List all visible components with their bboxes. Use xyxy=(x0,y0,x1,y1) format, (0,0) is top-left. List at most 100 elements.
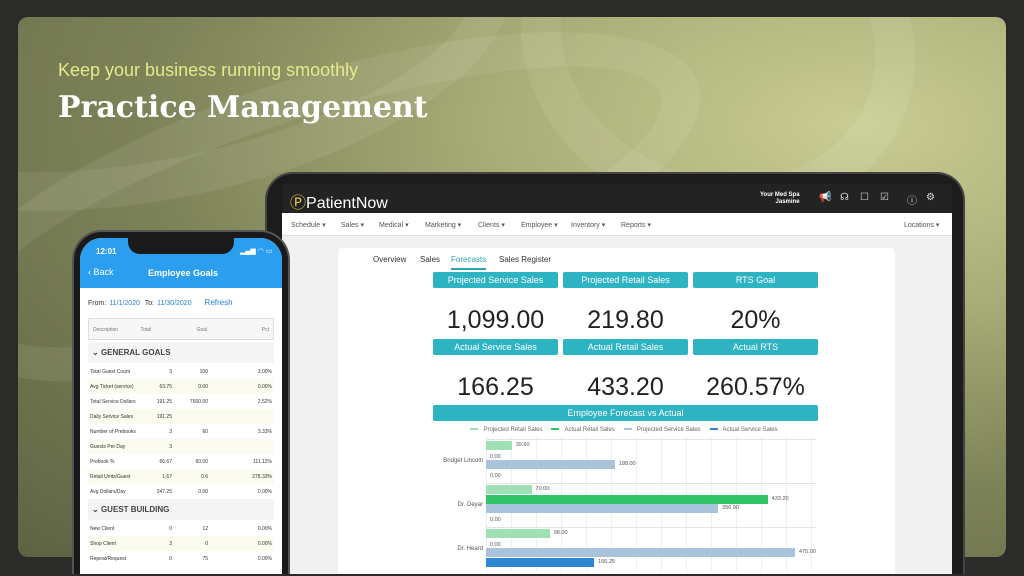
main-nav: Schedule ▾ Sales ▾ Medical ▾ Marketing ▾ Cli… xyxy=(282,213,952,236)
bar-projected-service-sales[interactable] xyxy=(486,460,615,469)
cell: 3.00% xyxy=(257,369,272,375)
column-header[interactable]: Pct xyxy=(261,327,269,333)
kpi-value: 219.80 xyxy=(587,306,664,334)
cell: 0.00% xyxy=(257,384,272,390)
cell: Number of Prebooks xyxy=(90,429,136,435)
table-row[interactable]: New Client 0 12 0.00% xyxy=(88,521,274,536)
bar-projected-retail-sales[interactable] xyxy=(486,529,550,538)
tasks-icon[interactable]: ☑ xyxy=(880,192,889,203)
legend-item[interactable]: Actual Service Sales xyxy=(709,427,781,433)
legend-item[interactable]: Projected Retail Sales xyxy=(470,427,545,433)
cell: 3 xyxy=(169,369,172,375)
tab-sales-register[interactable]: Sales Register xyxy=(499,255,552,264)
kpi-card: RTS Goal 20% xyxy=(693,272,818,337)
from-date[interactable]: 11/1/2020 xyxy=(109,300,140,307)
cell: 247.25 xyxy=(156,489,172,495)
section-header[interactable]: ⌄ GENERAL GOALS xyxy=(88,342,274,363)
back-button[interactable]: ‹ Back xyxy=(88,267,114,277)
table-row[interactable]: Repeat/Request 0 75 0.00% xyxy=(88,551,274,566)
cell: 60 xyxy=(202,429,208,435)
kpi-card: Projected Retail Sales 219.80 xyxy=(563,272,688,337)
group-separator xyxy=(486,527,816,528)
chat-icon[interactable]: ☐ xyxy=(860,192,869,203)
legend-swatch xyxy=(470,428,479,431)
kpi-value: 433.20 xyxy=(587,373,664,401)
column-header[interactable]: Goal xyxy=(196,327,207,333)
data-label: 39.60 xyxy=(515,442,530,448)
table-row[interactable]: Number of Prebooks 3 60 3.33% xyxy=(88,424,274,439)
kpi-card: Actual RTS 260.57% xyxy=(693,339,818,404)
account-menu[interactable]: Your Med Spa Jasmine xyxy=(760,192,800,205)
table-row[interactable]: Avg Ticket (service) 63.75 0.00 0.00% xyxy=(88,379,274,394)
help-icon[interactable]: ⓘ xyxy=(907,196,917,207)
cell: Retail Units/Guest xyxy=(90,474,131,480)
kpi-label: Actual Service Sales xyxy=(433,339,558,355)
column-header[interactable]: Description xyxy=(93,327,119,333)
gridline xyxy=(811,436,812,572)
nav-item[interactable]: Inventory ▾ xyxy=(571,222,606,229)
nav-item[interactable]: Sales ▾ xyxy=(341,222,364,229)
data-label: 0.00 xyxy=(490,472,501,479)
table-row[interactable]: Daily Service Sales 191.25 xyxy=(88,409,274,424)
table-row[interactable]: Avg Dollars/Day 247.25 0.00 0.00% xyxy=(88,484,274,499)
legend-item[interactable]: Actual Retail Sales xyxy=(551,427,617,433)
section-header[interactable]: ⌄ GUEST BUILDING xyxy=(88,499,274,520)
gear-icon[interactable]: ⚙ xyxy=(926,192,935,203)
nav-item[interactable]: Marketing ▾ xyxy=(425,222,462,229)
chevron-down-icon: ⌄ xyxy=(92,348,101,357)
logo[interactable]: ⓅPatientNow xyxy=(290,195,388,212)
cell: 111.12% xyxy=(253,459,272,465)
tab-overview[interactable]: Overview xyxy=(373,255,407,264)
nav-locations[interactable]: Locations ▾ xyxy=(904,222,940,229)
cell: 191.25 xyxy=(156,414,172,420)
category-label: Dr. Deyar xyxy=(457,502,483,508)
data-label: 356.90 xyxy=(722,505,739,511)
page-title: Practice Management xyxy=(58,90,428,125)
chevron-left-icon: ‹ xyxy=(88,267,94,277)
bar-projected-retail-sales[interactable] xyxy=(486,485,532,494)
nav-item[interactable]: Schedule ▾ xyxy=(291,222,326,229)
nav-item[interactable]: Reports ▾ xyxy=(621,222,651,229)
table-row[interactable]: Retail Units/Guest 1.67 0.6 278.33% xyxy=(88,469,274,484)
cell: 3 xyxy=(169,444,172,450)
nav-item[interactable]: Clients ▾ xyxy=(478,222,505,229)
legend-swatch xyxy=(709,428,718,431)
bar-projected-retail-sales[interactable] xyxy=(486,441,512,450)
cell: 0.6 xyxy=(201,474,208,480)
table-row[interactable]: Prebook % 66.67 60.00 111.12% xyxy=(88,454,274,469)
data-label: 70.00 xyxy=(535,486,550,492)
tab-sales[interactable]: Sales xyxy=(420,255,441,264)
legend-label: Actual Service Sales xyxy=(722,427,778,433)
column-header[interactable]: Total xyxy=(140,327,151,333)
status-icons: ▂▄▆ ◠ ▭ xyxy=(240,248,273,255)
table-row[interactable]: Shop Client 3 0 0.00% xyxy=(88,536,274,551)
cell: 7600.00 xyxy=(189,399,208,405)
cell: 75 xyxy=(202,556,208,562)
cell: 66.67 xyxy=(159,459,172,465)
cell: 60.00 xyxy=(195,459,208,465)
table-row[interactable]: Total Guest Count 3 100 3.00% xyxy=(88,364,274,379)
headset-icon[interactable]: ☊ xyxy=(840,192,849,203)
bar-actual-retail-sales[interactable] xyxy=(486,494,768,504)
cell: 191.25 xyxy=(156,399,172,405)
data-label: 433.20 xyxy=(771,495,789,502)
date-range: From: 11/1/2020 To: 11/30/2020 Refresh xyxy=(88,298,233,307)
forecast-panel: Overview Sales Forecasts Sales Register Pro… xyxy=(338,248,895,574)
table-row[interactable]: Total Service Dollars 191.25 7600.00 2.52% xyxy=(88,394,274,409)
legend-item[interactable]: Projected Service Sales xyxy=(623,427,704,433)
tab-forecasts[interactable]: Forecasts xyxy=(451,255,487,270)
chart-title: Employee Forecast vs Actual xyxy=(433,405,818,421)
section-title: GENERAL GOALS xyxy=(100,348,171,357)
nav-item[interactable]: Medical ▾ xyxy=(379,222,409,229)
phone-header: 12:01 ▂▄▆ ◠ ▭ ‹ Back Employee Goals xyxy=(80,238,282,288)
megaphone-icon[interactable]: 📢 xyxy=(819,192,832,203)
to-date[interactable]: 11/30/2020 xyxy=(157,300,192,307)
table-row[interactable]: Guests Per Day 3 xyxy=(88,439,274,454)
chevron-down-icon: ⌄ xyxy=(92,505,101,514)
bar-actual-service-sales[interactable] xyxy=(486,557,595,567)
nav-item[interactable]: Employee ▾ xyxy=(521,222,558,229)
bar-projected-service-sales[interactable] xyxy=(486,548,795,557)
bar-projected-service-sales[interactable] xyxy=(486,504,719,513)
cell: 3.33% xyxy=(257,429,272,435)
refresh-button[interactable]: Refresh xyxy=(204,298,233,307)
